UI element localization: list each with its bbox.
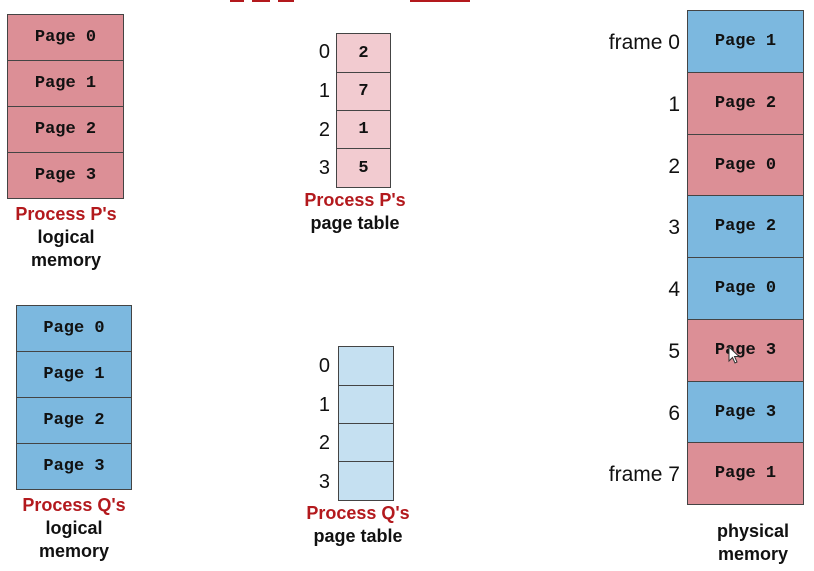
q-table-caption-line2: page table (313, 526, 403, 546)
p-table-entry-3: 5 (336, 148, 391, 188)
p-logical-caption-owner: Process P's (15, 204, 117, 224)
frame-5-cell: Page 3 (687, 319, 804, 382)
q-table-entry-3 (338, 461, 394, 501)
q-logical-caption-line2: logical (45, 518, 103, 538)
p-logical-caption-line3: memory (30, 250, 102, 270)
frame-label-2: 2 (668, 155, 680, 178)
cut-off-title-fragment (180, 0, 480, 2)
p-table-caption-owner: Process P's (304, 190, 406, 210)
p-table-index-2: 2 (318, 119, 330, 141)
q-table-caption: Process Q's page table (288, 502, 428, 548)
p-table-caption-line2: page table (310, 213, 400, 233)
q-logical-caption-owner: Process Q's (22, 495, 126, 515)
frame-1-cell: Page 2 (687, 72, 804, 135)
q-logical-caption: Process Q's logical memory (4, 494, 144, 563)
title-fragment-shape (230, 0, 470, 2)
q-logical-caption-line3: memory (38, 541, 110, 561)
physical-caption-line1: physical (716, 521, 790, 541)
p-table-index-1: 1 (318, 80, 330, 102)
p-table-entry-2: 1 (336, 110, 391, 149)
frame-label-3: 3 (668, 216, 680, 239)
p-table-caption: Process P's page table (285, 189, 425, 235)
p-table-index-3: 3 (318, 157, 330, 179)
p-logical-memory: Page 0 Page 1 Page 2 Page 3 (7, 14, 125, 199)
p-logical-caption-line2: logical (37, 227, 95, 247)
q-page-table: 0 1 2 3 (300, 345, 395, 502)
frame-3-cell: Page 2 (687, 195, 804, 258)
frame-7-cell: Page 1 (687, 442, 804, 505)
q-table-entry-2 (338, 423, 394, 462)
p-logical-caption: Process P's logical memory (0, 203, 132, 272)
p-logical-page-1: Page 1 (7, 60, 124, 107)
p-logical-page-2: Page 2 (7, 106, 124, 153)
frame-4-cell: Page 0 (687, 257, 804, 320)
p-table-index-0: 0 (318, 41, 330, 63)
q-logical-page-1: Page 1 (16, 351, 132, 398)
q-table-index-0: 0 (318, 355, 330, 377)
frame-0-cell: Page 1 (687, 10, 804, 73)
q-logical-memory: Page 0 Page 1 Page 2 Page 3 (16, 305, 132, 490)
frame-label-6: 6 (668, 402, 680, 425)
q-table-entry-1 (338, 385, 394, 424)
q-logical-page-0: Page 0 (16, 305, 132, 352)
mouse-cursor-icon (728, 346, 740, 364)
physical-memory: frame 0 1 2 3 4 5 6 frame 7 Page 1 Page … (590, 10, 806, 507)
p-table-entry-0: 2 (336, 33, 391, 73)
q-table-index-2: 2 (318, 432, 330, 454)
q-logical-page-2: Page 2 (16, 397, 132, 444)
q-table-index-1: 1 (318, 394, 330, 416)
frame-label-1: 1 (668, 93, 680, 116)
frame-label-0: frame 0 (608, 31, 680, 54)
p-logical-page-0: Page 0 (7, 14, 124, 61)
q-table-index-3: 3 (318, 471, 330, 493)
q-logical-page-3: Page 3 (16, 443, 132, 490)
frame-label-7: frame 7 (608, 463, 680, 486)
frame-label-5: 5 (668, 340, 680, 363)
frame-6-cell: Page 3 (687, 381, 804, 443)
p-page-table: 0 1 2 3 2 7 1 5 (300, 32, 395, 189)
p-logical-page-3: Page 3 (7, 152, 124, 199)
frame-label-4: 4 (668, 278, 680, 301)
q-table-entry-0 (338, 346, 394, 386)
physical-memory-caption: physical memory (683, 520, 814, 566)
p-table-entry-1: 7 (336, 72, 391, 111)
frame-2-cell: Page 0 (687, 134, 804, 196)
physical-caption-line2: memory (717, 544, 789, 564)
q-table-caption-owner: Process Q's (306, 503, 410, 523)
